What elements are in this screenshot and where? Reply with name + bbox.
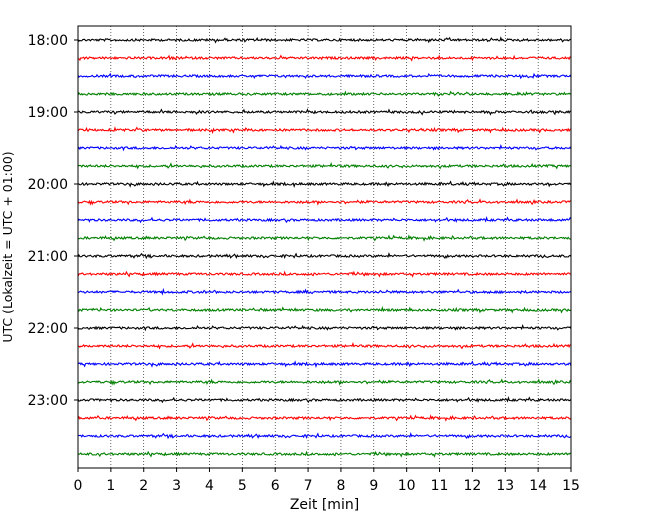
trace-2300 <box>77 396 572 404</box>
x-tick-label-7: 7 <box>304 478 313 494</box>
trace-2315 <box>77 414 572 422</box>
trace-2130 <box>77 287 572 296</box>
trace-2000 <box>77 180 572 189</box>
y-axis-label: UTC (Lokalzeit = UTC + 01:00) <box>0 151 15 342</box>
trace-2115 <box>77 270 572 278</box>
trace-2245 <box>77 378 572 386</box>
trace-2200 <box>77 324 572 332</box>
trace-2145 <box>77 305 572 314</box>
trace-1815 <box>77 54 572 62</box>
trace-2330 <box>77 432 572 440</box>
trace-2015 <box>77 198 572 206</box>
x-tick-label-13: 13 <box>496 478 514 494</box>
y-tick-label-2300: 23:00 <box>28 393 68 409</box>
seismogram-traces <box>77 36 572 458</box>
x-tick-label-4: 4 <box>205 478 214 494</box>
x-tick-label-6: 6 <box>271 478 280 494</box>
trace-1915 <box>77 126 572 135</box>
x-tick-label-14: 14 <box>529 478 547 494</box>
x-tick-label-3: 3 <box>172 478 181 494</box>
y-tick-label-1900: 19:00 <box>28 105 68 121</box>
trace-2215 <box>77 342 572 350</box>
trace-1945 <box>77 162 572 170</box>
trace-1800 <box>77 36 572 44</box>
y-tick-label-2200: 22:00 <box>28 321 68 337</box>
trace-1930 <box>77 144 572 152</box>
trace-1900 <box>77 108 572 116</box>
x-tick-label-10: 10 <box>398 478 416 494</box>
trace-2100 <box>77 252 572 260</box>
y-tick-label-2100: 21:00 <box>28 249 68 265</box>
x-tick-label-15: 15 <box>562 478 580 494</box>
x-tick-label-1: 1 <box>106 478 115 494</box>
x-axis-ticks: 0 1 2 3 4 5 6 7 8 9 10 11 12 13 14 15 <box>74 468 580 494</box>
x-tick-label-11: 11 <box>431 478 449 494</box>
trace-2045 <box>77 234 572 242</box>
x-tick-label-2: 2 <box>139 478 148 494</box>
x-tick-label-5: 5 <box>238 478 247 494</box>
x-tick-label-0: 0 <box>74 478 83 494</box>
y-tick-label-2000: 20:00 <box>28 177 68 193</box>
x-tick-label-8: 8 <box>336 478 345 494</box>
trace-2030 <box>77 216 572 224</box>
x-tick-label-12: 12 <box>463 478 481 494</box>
trace-1845 <box>77 90 572 97</box>
y-tick-label-1800: 18:00 <box>28 33 68 49</box>
plot-frame <box>77 25 572 469</box>
trace-2345 <box>77 450 572 458</box>
y-axis-ticks: 18:00 19:00 20:00 21:00 22:00 23:00 <box>28 33 78 409</box>
x-tick-label-9: 9 <box>369 478 378 494</box>
x-axis-label: Zeit [min] <box>290 497 359 513</box>
trace-1830 <box>77 72 572 80</box>
trace-2230 <box>77 360 572 369</box>
